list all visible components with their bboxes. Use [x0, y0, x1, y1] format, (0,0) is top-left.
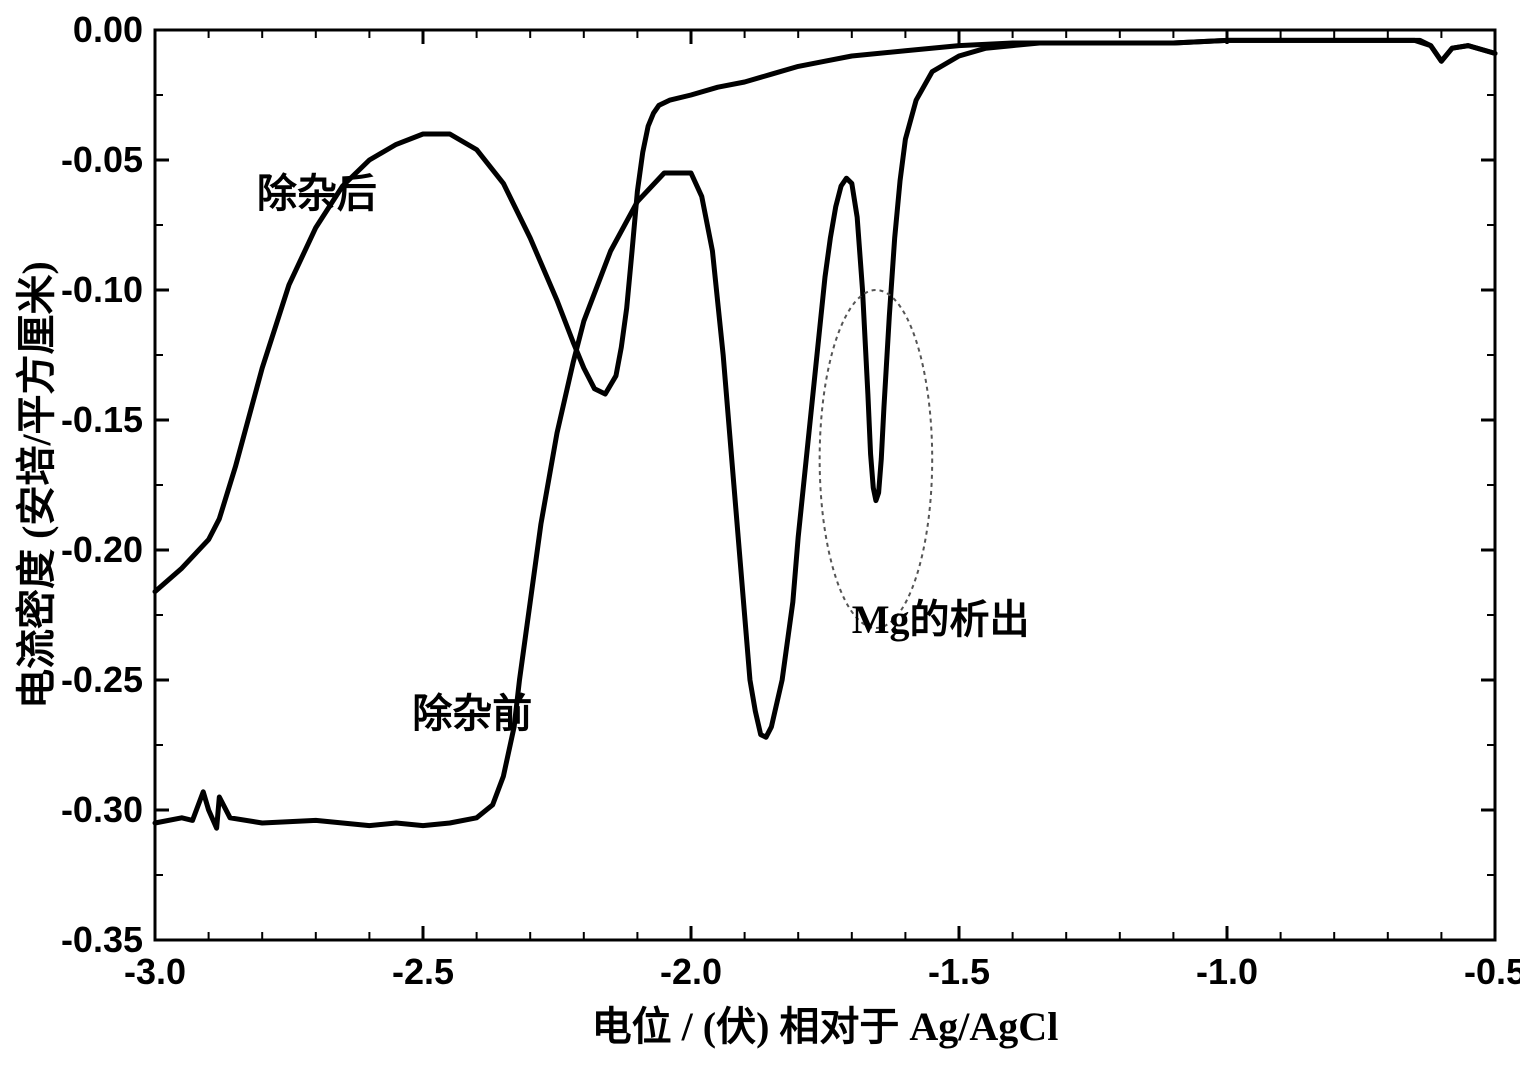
y-axis-label: 电流密度 (安培/平方厘米): [14, 261, 59, 709]
x-tick-label: -2.5: [392, 951, 454, 992]
chart-svg: -3.0-2.5-2.0-1.5-1.0-0.5-0.35-0.30-0.25-…: [10, 10, 1520, 1064]
x-tick-label: -0.5: [1464, 951, 1520, 992]
x-tick-label: -1.5: [928, 951, 990, 992]
y-tick-label: 0.00: [73, 10, 143, 50]
y-tick-label: -0.20: [61, 529, 143, 570]
y-tick-label: -0.05: [61, 139, 143, 180]
annotation-after: 除杂后: [257, 171, 377, 216]
y-tick-label: -0.15: [61, 399, 143, 440]
series-after: [155, 40, 1495, 591]
y-tick-label: -0.30: [61, 789, 143, 830]
annotation-before: 除杂前: [412, 691, 532, 736]
x-axis-label: 电位 / (伏) 相对于 Ag/AgCl: [592, 1004, 1059, 1049]
plot-frame: [155, 30, 1495, 940]
y-tick-label: -0.10: [61, 269, 143, 310]
chart-container: -3.0-2.5-2.0-1.5-1.0-0.5-0.35-0.30-0.25-…: [10, 10, 1520, 1064]
x-tick-label: -2.0: [660, 951, 722, 992]
annotation-mg: Mg的析出: [852, 597, 1030, 642]
x-tick-label: -1.0: [1196, 951, 1258, 992]
series-before: [155, 40, 1495, 828]
mg-ellipse: [820, 290, 933, 628]
y-tick-label: -0.35: [61, 919, 143, 960]
y-tick-label: -0.25: [61, 659, 143, 700]
